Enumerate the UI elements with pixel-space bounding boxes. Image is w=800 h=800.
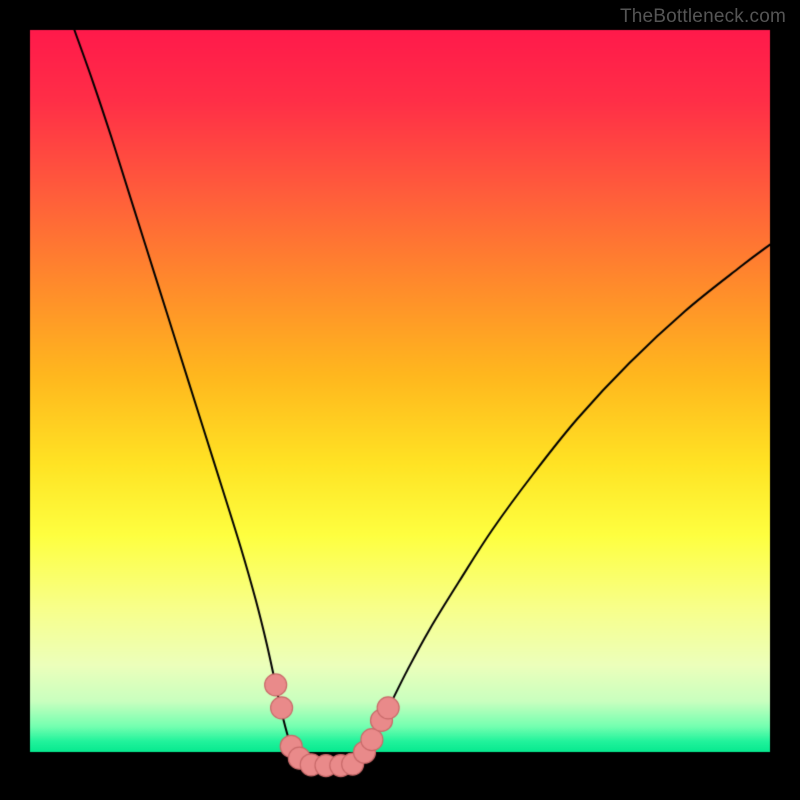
chart-stage: TheBottleneck.com <box>0 0 800 800</box>
watermark-text: TheBottleneck.com <box>620 6 786 28</box>
bottleneck-curve-chart <box>0 0 800 800</box>
